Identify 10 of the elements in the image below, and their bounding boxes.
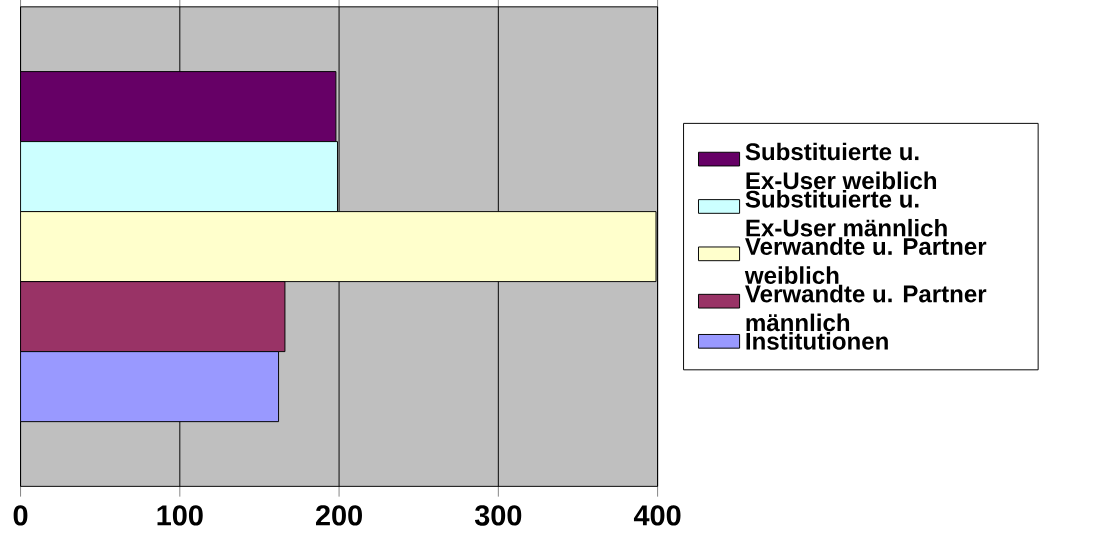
legend-label: Substituierte u. Ex-User weiblich <box>745 142 937 190</box>
x-tick-label: 200 <box>316 505 362 526</box>
x-tick-label: 400 <box>633 505 681 526</box>
legend-label: Institutionen <box>746 332 888 350</box>
x-tick-label: 300 <box>474 505 522 526</box>
x-tick-label: 0 <box>13 505 28 526</box>
legend-label: Substituierte u. Ex-User männlich <box>745 190 947 237</box>
x-tick-label: 100 <box>157 505 203 526</box>
legend-label: Verwandte u. Partner männlich <box>745 284 987 332</box>
legend-label: Verwandte u. Partner weiblich <box>744 237 987 284</box>
